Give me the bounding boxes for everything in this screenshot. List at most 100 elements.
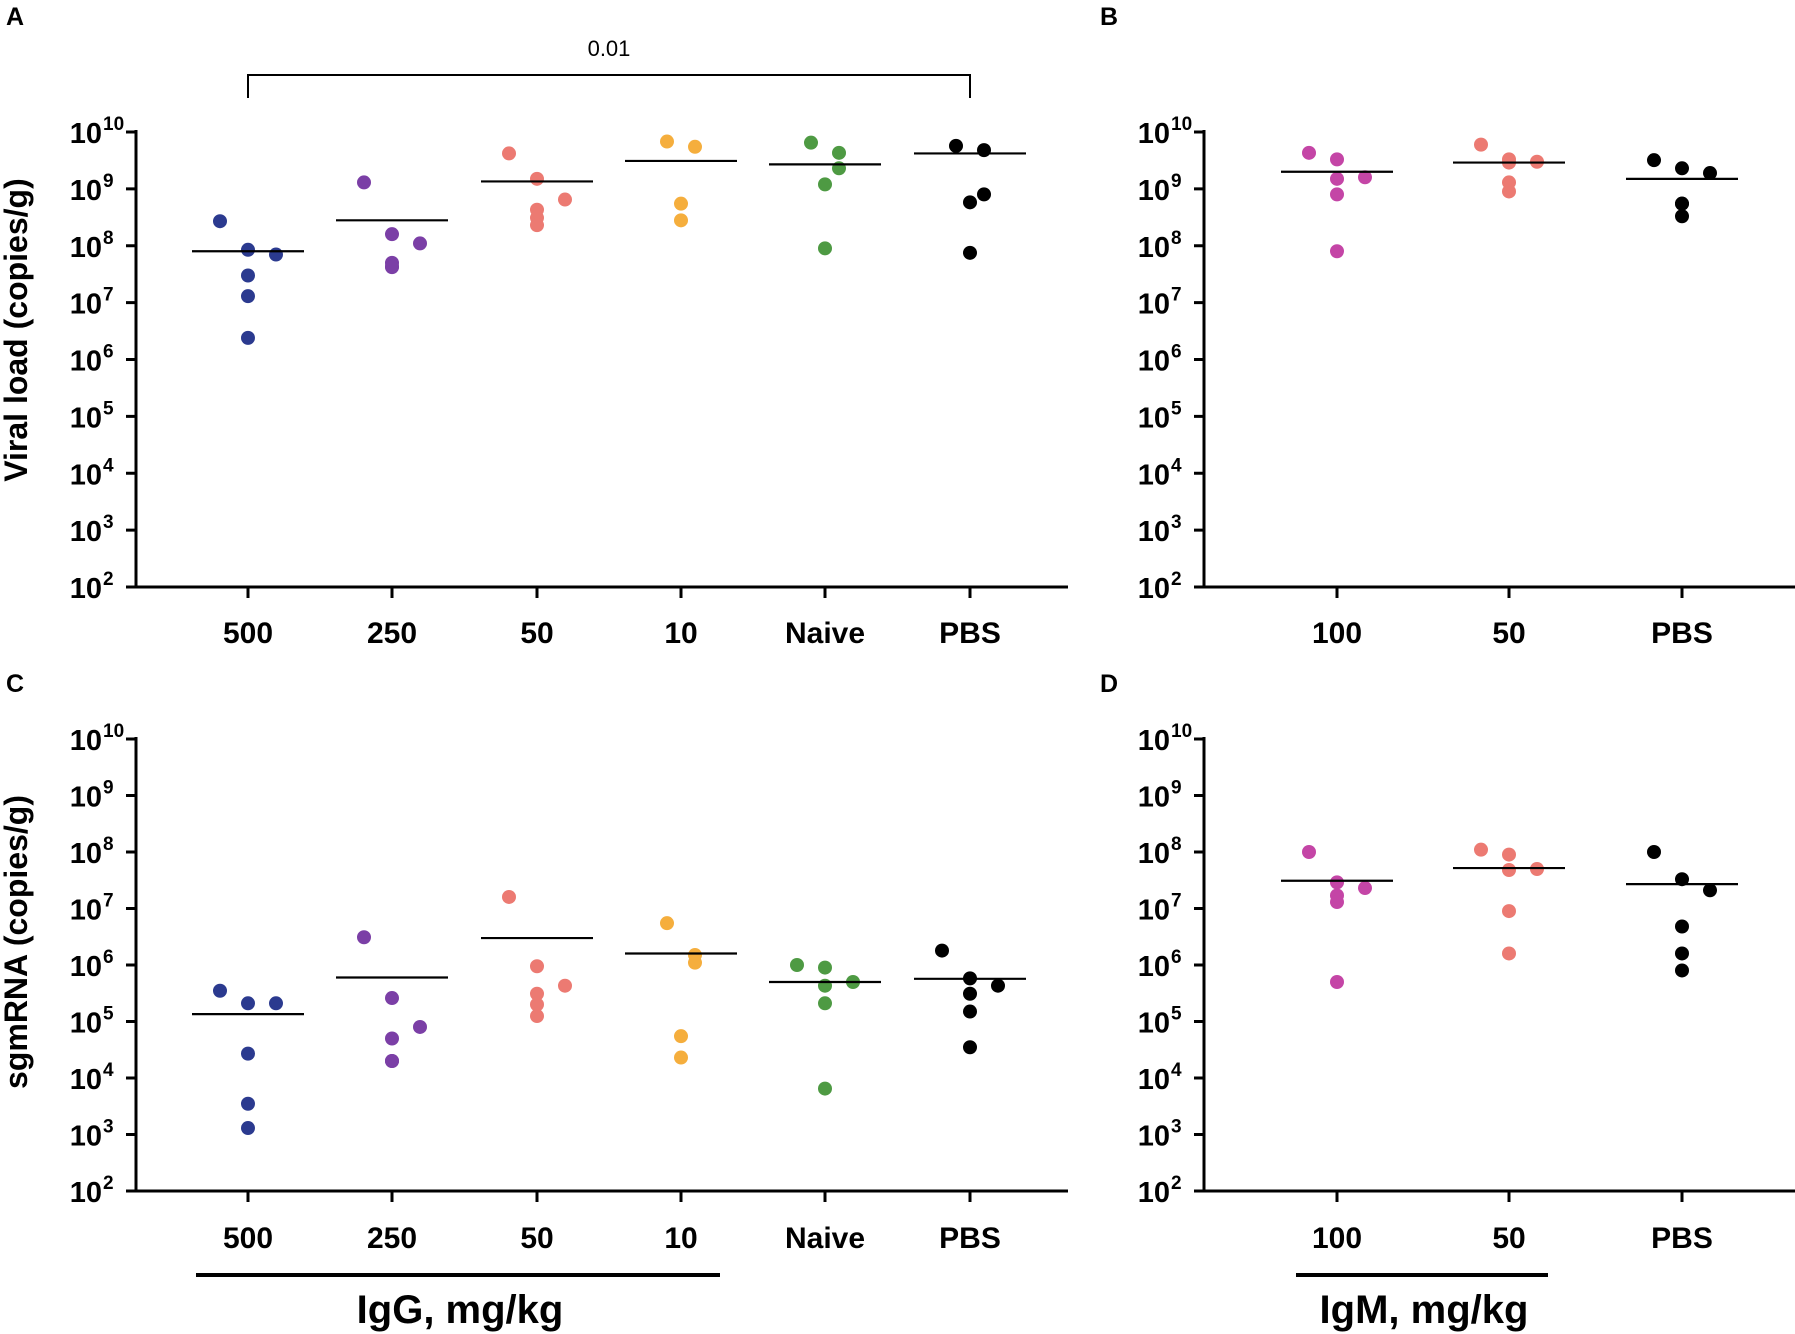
y-tick-exponent: 9 xyxy=(1171,171,1182,192)
x-tick-label: PBS xyxy=(1651,617,1713,650)
y-tick-exponent: 5 xyxy=(1171,398,1182,419)
data-point xyxy=(530,986,544,1001)
data-point xyxy=(1502,904,1516,919)
data-point xyxy=(213,983,227,998)
y-tick-exponent: 10 xyxy=(103,721,124,742)
panel-b-points xyxy=(1281,137,1738,259)
panel-a-letter: A xyxy=(6,3,24,31)
y-tick-label: 10 xyxy=(1138,232,1170,264)
data-point xyxy=(1330,152,1344,167)
data-point xyxy=(674,1050,688,1065)
y-tick-exponent: 3 xyxy=(103,1117,114,1138)
data-point xyxy=(963,195,977,210)
data-point xyxy=(558,978,572,993)
y-tick-label: 10 xyxy=(70,402,102,434)
y-tick-exponent: 4 xyxy=(103,455,114,476)
x-tick-label: Naive xyxy=(785,617,865,650)
y-tick-label: 10 xyxy=(70,725,102,757)
y-tick-label: 10 xyxy=(1138,782,1170,814)
panel-b-letter: B xyxy=(1100,3,1118,31)
x-tick-label: 10 xyxy=(664,1222,697,1255)
data-point xyxy=(1302,145,1316,160)
panel-a-significance-bracket: 0.01 xyxy=(247,36,971,98)
y-tick-label: 10 xyxy=(70,516,102,548)
data-point xyxy=(1675,963,1689,978)
panel-d-letter: D xyxy=(1100,670,1118,698)
x-tick-label: 250 xyxy=(367,617,417,650)
data-point xyxy=(1675,196,1689,211)
y-tick-label: 10 xyxy=(70,1121,102,1153)
data-point xyxy=(385,1031,399,1046)
y-tick-label: 10 xyxy=(1138,1008,1170,1040)
y-tick-exponent: 9 xyxy=(1171,778,1182,799)
y-tick-label: 10 xyxy=(1138,573,1170,605)
data-point xyxy=(963,1040,977,1055)
data-point xyxy=(660,916,674,931)
data-point xyxy=(1330,244,1344,259)
y-tick-label: 10 xyxy=(1138,838,1170,870)
data-point xyxy=(818,960,832,975)
data-point xyxy=(530,218,544,233)
y-tick-label: 10 xyxy=(1138,1121,1170,1153)
data-point xyxy=(977,187,991,202)
data-point xyxy=(688,139,702,154)
data-point xyxy=(660,134,674,149)
data-point xyxy=(1675,946,1689,961)
data-point xyxy=(935,943,949,958)
data-point xyxy=(213,214,227,229)
y-tick-exponent: 2 xyxy=(103,569,114,590)
y-tick-exponent: 7 xyxy=(1171,891,1182,912)
y-tick-label: 10 xyxy=(70,346,102,378)
data-point xyxy=(1675,209,1689,224)
y-tick-label: 10 xyxy=(70,1177,102,1209)
data-point xyxy=(818,1081,832,1096)
data-point xyxy=(413,236,427,251)
y-tick-label: 10 xyxy=(1138,346,1170,378)
data-point xyxy=(818,978,832,993)
panel-a: A Viral load (copies/g) 10 210 310 410 510 61… xyxy=(0,3,1068,650)
x-tick-label: 50 xyxy=(520,617,553,650)
data-point xyxy=(818,241,832,256)
data-point xyxy=(241,289,255,304)
data-point xyxy=(530,997,544,1012)
data-point xyxy=(1502,847,1516,862)
data-point xyxy=(1703,166,1717,181)
y-tick-exponent: 3 xyxy=(103,512,114,533)
data-point xyxy=(688,955,702,970)
x-tick-label: 500 xyxy=(223,1222,273,1255)
y-tick-exponent: 4 xyxy=(1171,1060,1182,1081)
y-tick-exponent: 2 xyxy=(103,1173,114,1194)
igg-group-label: IgG, mg/kg xyxy=(357,1288,564,1332)
y-tick-exponent: 7 xyxy=(1171,285,1182,306)
x-tick-label: PBS xyxy=(939,617,1001,650)
data-point xyxy=(357,930,371,945)
y-tick-exponent: 8 xyxy=(1171,834,1182,855)
y-tick-exponent: 6 xyxy=(1171,947,1182,968)
y-tick-label: 10 xyxy=(1138,1064,1170,1096)
y-tick-exponent: 10 xyxy=(1171,114,1192,135)
data-point xyxy=(241,242,255,257)
panel-c-y-axis-label: sgmRNA (copies/g) xyxy=(0,795,34,1089)
y-tick-exponent: 9 xyxy=(103,171,114,192)
panel-a-points xyxy=(192,134,1026,345)
data-point xyxy=(530,959,544,974)
data-point xyxy=(1502,946,1516,961)
data-point xyxy=(1358,881,1372,896)
data-point xyxy=(1330,187,1344,202)
y-tick-exponent: 3 xyxy=(1171,1117,1182,1138)
significance-bracket-line xyxy=(247,74,971,98)
data-point xyxy=(804,135,818,150)
data-point xyxy=(1358,170,1372,185)
y-tick-label: 10 xyxy=(1138,725,1170,757)
data-point xyxy=(241,1121,255,1136)
data-point xyxy=(241,268,255,283)
panel-a-y-axis-label: Viral load (copies/g) xyxy=(0,178,34,481)
data-point xyxy=(963,245,977,260)
panel-c-points xyxy=(192,889,1026,1136)
x-tick-label: 100 xyxy=(1312,1222,1362,1255)
data-point xyxy=(818,177,832,192)
